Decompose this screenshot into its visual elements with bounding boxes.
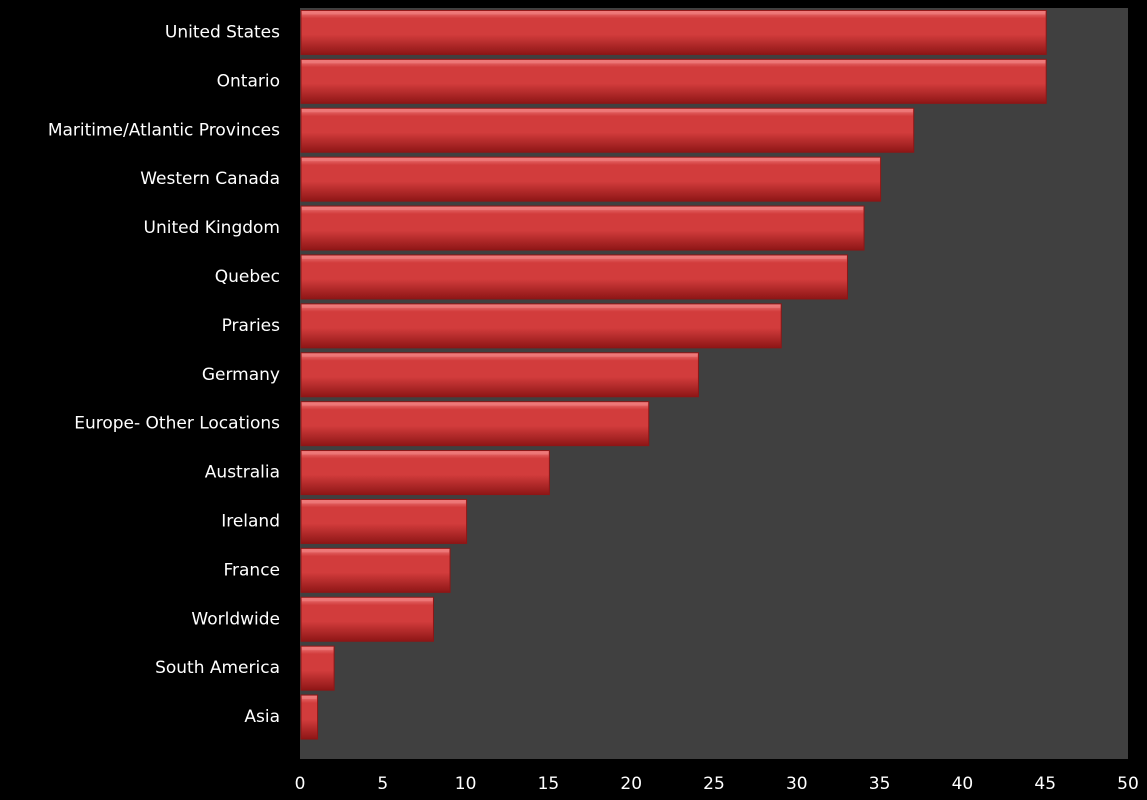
- category-label: Ireland: [221, 511, 280, 531]
- category-label: Worldwide: [191, 609, 280, 629]
- bar: [300, 645, 335, 691]
- category-label: Asia: [244, 707, 280, 727]
- x-tick-label: 20: [620, 774, 642, 794]
- bar: [300, 547, 451, 593]
- bar: [300, 450, 550, 496]
- bar: [300, 254, 848, 300]
- bar: [300, 596, 434, 642]
- x-tick-label: 45: [1034, 774, 1056, 794]
- category-label: Maritime/Atlantic Provinces: [48, 120, 280, 140]
- bar: [300, 498, 468, 544]
- x-tick-label: 15: [538, 774, 560, 794]
- category-label: United Kingdom: [144, 218, 280, 238]
- x-axis-ticks: 0 5 10 15 20 25 30 35 40 45 50: [295, 774, 1139, 794]
- category-label: Ontario: [217, 71, 280, 91]
- bar: [300, 205, 865, 251]
- category-label: France: [223, 560, 280, 580]
- category-label: South America: [155, 658, 280, 678]
- category-label: Europe- Other Locations: [74, 414, 280, 434]
- bar: [300, 303, 782, 349]
- x-tick-label: 40: [952, 774, 974, 794]
- x-tick-label: 30: [786, 774, 808, 794]
- bar: [300, 9, 1047, 55]
- bar: [300, 107, 915, 153]
- category-label: Praries: [222, 316, 281, 336]
- bars: [300, 9, 1047, 740]
- x-tick-label: 25: [703, 774, 725, 794]
- category-labels: United States Ontario Maritime/Atlantic Pr…: [48, 22, 280, 727]
- bar: [300, 401, 650, 447]
- bar: [300, 58, 1047, 104]
- category-label: Western Canada: [140, 169, 280, 189]
- category-label: Australia: [205, 463, 280, 483]
- bar: [300, 156, 882, 202]
- x-tick-label: 0: [295, 774, 306, 794]
- bar: [300, 352, 699, 398]
- x-tick-label: 5: [377, 774, 388, 794]
- bar: [300, 694, 319, 740]
- category-label: Germany: [202, 365, 280, 385]
- category-label: United States: [165, 22, 280, 42]
- x-tick-label: 50: [1117, 774, 1139, 794]
- x-tick-label: 35: [869, 774, 891, 794]
- category-label: Quebec: [215, 267, 280, 287]
- x-tick-label: 10: [455, 774, 477, 794]
